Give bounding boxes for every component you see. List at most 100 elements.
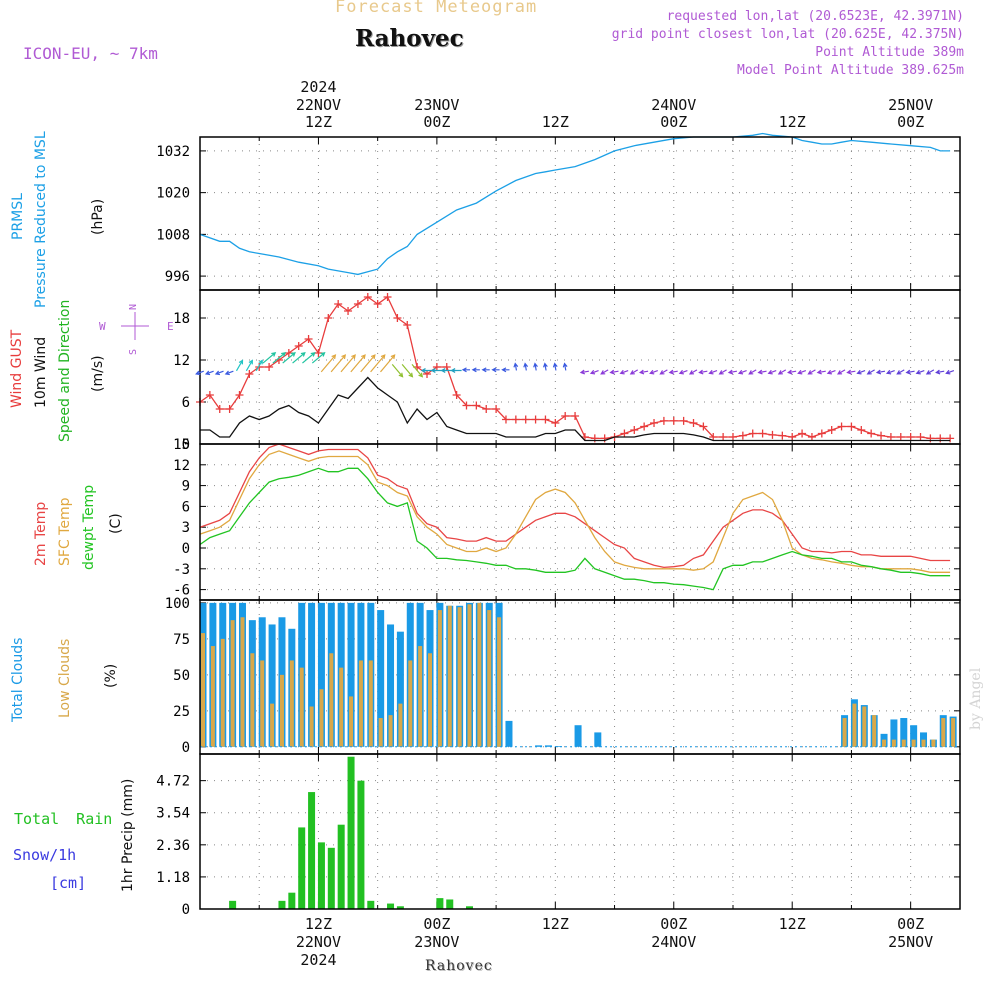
- pressure-line: [199, 132, 951, 276]
- precipitation-ytick-label: 1.18: [156, 870, 190, 886]
- low-cloud-bar: [941, 718, 946, 747]
- gust-point: [916, 433, 925, 441]
- wind-arrow: [481, 367, 490, 373]
- low-cloud-bar: [309, 706, 314, 747]
- wind-arrow: [302, 351, 316, 364]
- gust-point: [807, 433, 816, 441]
- gust-point: [373, 300, 382, 308]
- low-cloud-bar: [477, 602, 482, 747]
- clouds-ytick-label: 100: [165, 596, 190, 612]
- pressure-panel: 996 1008 1020 1032: [156, 132, 961, 291]
- wind-arrow: [678, 369, 688, 375]
- gust-point: [423, 370, 432, 378]
- wind-arrow: [401, 363, 414, 378]
- wind-arrow: [450, 368, 462, 373]
- total-cloud-bar: [535, 745, 543, 747]
- wind-arrow: [718, 369, 727, 375]
- wind-arrow: [320, 354, 337, 373]
- low-cloud-bar: [329, 653, 334, 747]
- compass-cross: [121, 312, 149, 340]
- precipitation-panel: 0 1.18 2.36 3.54 4.72: [156, 753, 961, 918]
- rain-bar: [327, 847, 335, 909]
- gust-point: [719, 433, 728, 441]
- wind-arrow: [925, 369, 935, 375]
- total-cloud-bar: [308, 602, 316, 747]
- gust-point: [551, 419, 560, 427]
- wind-arrow: [945, 369, 955, 375]
- total-cloud-bar: [268, 624, 276, 747]
- wind-arrow: [380, 354, 396, 373]
- compass-n: N: [128, 304, 139, 310]
- top-date-label: 23NOV: [414, 96, 459, 114]
- gust-point: [620, 429, 629, 438]
- temperature-ytick-label: 9: [182, 479, 190, 495]
- rain-bar: [298, 827, 306, 909]
- gust-point: [689, 419, 698, 427]
- wind-arrow: [552, 362, 558, 371]
- precipitation-ytick-label: 4.72: [156, 774, 190, 790]
- bottom-year-label: 2024: [300, 951, 336, 969]
- rain-bar: [278, 900, 286, 909]
- wind-arrow: [513, 362, 519, 371]
- wind-arrow: [629, 369, 639, 375]
- wind-arrow: [440, 368, 452, 373]
- rain-bar: [465, 906, 473, 909]
- top-time-label: 00Z: [897, 113, 924, 131]
- temperature-ytick-label: 3: [182, 520, 190, 536]
- wind-arrow: [292, 351, 306, 364]
- low-cloud-bar: [418, 646, 423, 747]
- clouds-ytick-label: 25: [173, 704, 190, 720]
- gust-point: [215, 405, 224, 413]
- total-cloud-bar: [910, 725, 918, 747]
- wind-arrow: [875, 369, 886, 375]
- low-cloud-bar: [931, 739, 936, 747]
- total-cloud-bar: [554, 746, 562, 747]
- total-cloud-bar: [505, 720, 513, 747]
- clouds-ytick-label: 50: [173, 668, 190, 684]
- low-cloud-bar: [911, 739, 916, 747]
- gust-point: [482, 405, 491, 413]
- low-cloud-bar: [497, 617, 502, 747]
- gust-point: [630, 426, 639, 434]
- rain-bar: [347, 756, 355, 909]
- wind-arrow: [214, 370, 224, 376]
- gust-point: [896, 433, 905, 441]
- gust-point: [383, 293, 392, 301]
- gust-point: [304, 335, 313, 343]
- wind-ytick-label: 6: [182, 395, 190, 411]
- clouds-panel: 0 25 50 75 100: [165, 596, 961, 756]
- top-time-label: 00Z: [423, 113, 450, 131]
- low-cloud-bar: [388, 715, 393, 747]
- wind-arrow: [885, 369, 895, 375]
- total-cloud-bar: [920, 732, 928, 747]
- rain-bar: [446, 899, 454, 909]
- gust-point: [235, 391, 244, 399]
- wind-arrow: [262, 351, 277, 364]
- wind-arrow: [411, 363, 424, 378]
- total-cloud-bar: [396, 631, 404, 747]
- wind-arrow: [255, 359, 263, 372]
- low-cloud-bar: [487, 610, 492, 747]
- time-axis-labels: 202422NOV12Z12Z22NOV202423NOV00Z00Z23NOV…: [296, 78, 933, 969]
- wind-arrow: [896, 369, 905, 375]
- gust-point: [590, 434, 599, 443]
- compass-rose: N S W E: [99, 304, 174, 355]
- total-cloud-bar: [574, 725, 582, 747]
- wind-arrow: [659, 369, 668, 375]
- gust-point: [511, 415, 520, 424]
- low-cloud-bar: [842, 718, 847, 747]
- gust-point: [442, 363, 451, 371]
- low-cloud-bar: [852, 703, 857, 747]
- bottom-date-label: 25NOV: [888, 933, 933, 951]
- low-cloud-bar: [210, 646, 215, 747]
- gust-point: [462, 401, 471, 410]
- 10m-wind-line: [200, 376, 951, 442]
- wind-arrow: [757, 369, 767, 375]
- gust-point: [857, 426, 866, 434]
- wind-arrow: [340, 354, 356, 373]
- top-date-label: 24NOV: [651, 96, 696, 114]
- wind-arrow: [748, 369, 757, 375]
- gust-point: [501, 415, 510, 424]
- bottom-time-label: 00Z: [897, 915, 924, 933]
- low-cloud-bar: [901, 739, 906, 747]
